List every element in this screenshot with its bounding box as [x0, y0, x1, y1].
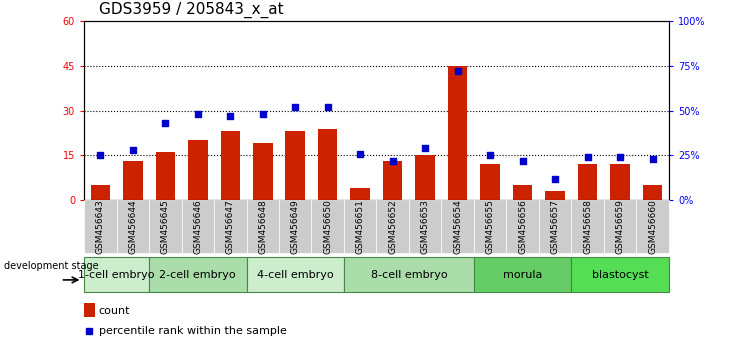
Text: 2-cell embryo: 2-cell embryo	[159, 270, 236, 280]
Bar	[572, 257, 669, 292]
Point	[289, 104, 301, 110]
Text: morula: morula	[503, 270, 542, 280]
Bar	[448, 66, 467, 200]
Bar	[578, 164, 597, 200]
Point	[420, 145, 431, 151]
Text: development stage: development stage	[4, 261, 98, 271]
Text: GSM456646: GSM456646	[193, 199, 202, 254]
Text: GSM456659: GSM456659	[616, 199, 624, 254]
Bar	[214, 200, 246, 253]
Text: GSM456658: GSM456658	[583, 199, 592, 254]
Bar	[604, 200, 637, 253]
Text: GSM456654: GSM456654	[453, 199, 462, 254]
Bar	[442, 200, 474, 253]
Text: GSM456653: GSM456653	[421, 199, 430, 254]
Text: GSM456655: GSM456655	[485, 199, 495, 254]
Text: GSM456647: GSM456647	[226, 199, 235, 254]
Point	[647, 156, 659, 162]
Bar	[286, 131, 305, 200]
Point	[94, 153, 106, 158]
Point	[614, 154, 626, 160]
Text: GSM456650: GSM456650	[323, 199, 332, 254]
Point	[485, 153, 496, 158]
Bar	[637, 200, 669, 253]
Bar	[344, 200, 376, 253]
Text: GSM456648: GSM456648	[258, 199, 268, 254]
Text: 4-cell embryo: 4-cell embryo	[257, 270, 333, 280]
Bar	[116, 200, 149, 253]
Text: count: count	[99, 306, 130, 315]
Bar	[246, 200, 279, 253]
Bar	[350, 188, 370, 200]
Bar	[149, 257, 246, 292]
Bar	[513, 185, 532, 200]
Point	[224, 113, 236, 119]
Text: GDS3959 / 205843_x_at: GDS3959 / 205843_x_at	[99, 1, 284, 18]
Bar	[253, 143, 273, 200]
Point	[322, 104, 333, 110]
Point	[387, 158, 398, 164]
Bar	[188, 141, 208, 200]
Text: GSM456656: GSM456656	[518, 199, 527, 254]
Text: GSM456643: GSM456643	[96, 199, 105, 254]
Bar	[91, 185, 110, 200]
Bar	[480, 164, 500, 200]
Bar	[610, 164, 630, 200]
Bar	[383, 161, 403, 200]
Point	[355, 151, 366, 156]
Text: 1-cell embryo: 1-cell embryo	[78, 270, 155, 280]
Bar	[123, 161, 143, 200]
Bar	[246, 257, 344, 292]
Bar	[318, 129, 338, 200]
Text: GSM456644: GSM456644	[129, 199, 137, 254]
Text: GSM456651: GSM456651	[356, 199, 365, 254]
Bar	[545, 191, 565, 200]
Text: GSM456660: GSM456660	[648, 199, 657, 254]
Bar	[409, 200, 442, 253]
Bar	[181, 200, 214, 253]
Text: GSM456649: GSM456649	[291, 199, 300, 254]
Bar	[149, 200, 181, 253]
Bar	[643, 185, 662, 200]
Bar	[84, 303, 94, 318]
Text: GSM456652: GSM456652	[388, 199, 397, 254]
Text: GSM456645: GSM456645	[161, 199, 170, 254]
Point	[257, 112, 268, 117]
Bar	[474, 257, 572, 292]
Point	[159, 120, 171, 126]
Bar	[572, 200, 604, 253]
Point	[517, 158, 529, 164]
Text: blastocyst: blastocyst	[592, 270, 648, 280]
Point	[582, 154, 594, 160]
Point	[549, 176, 561, 181]
Text: GSM456657: GSM456657	[550, 199, 560, 254]
Bar	[84, 200, 116, 253]
Bar	[221, 131, 240, 200]
Bar	[415, 155, 435, 200]
Bar	[156, 152, 175, 200]
Bar	[344, 257, 474, 292]
Bar	[279, 200, 311, 253]
Point	[127, 147, 139, 153]
Bar	[84, 257, 149, 292]
Text: 8-cell embryo: 8-cell embryo	[371, 270, 447, 280]
Bar	[376, 200, 409, 253]
Text: percentile rank within the sample: percentile rank within the sample	[99, 326, 287, 336]
Point	[452, 68, 463, 74]
Bar	[539, 200, 572, 253]
Bar	[507, 200, 539, 253]
Bar	[474, 200, 507, 253]
Bar	[311, 200, 344, 253]
Point	[192, 112, 204, 117]
